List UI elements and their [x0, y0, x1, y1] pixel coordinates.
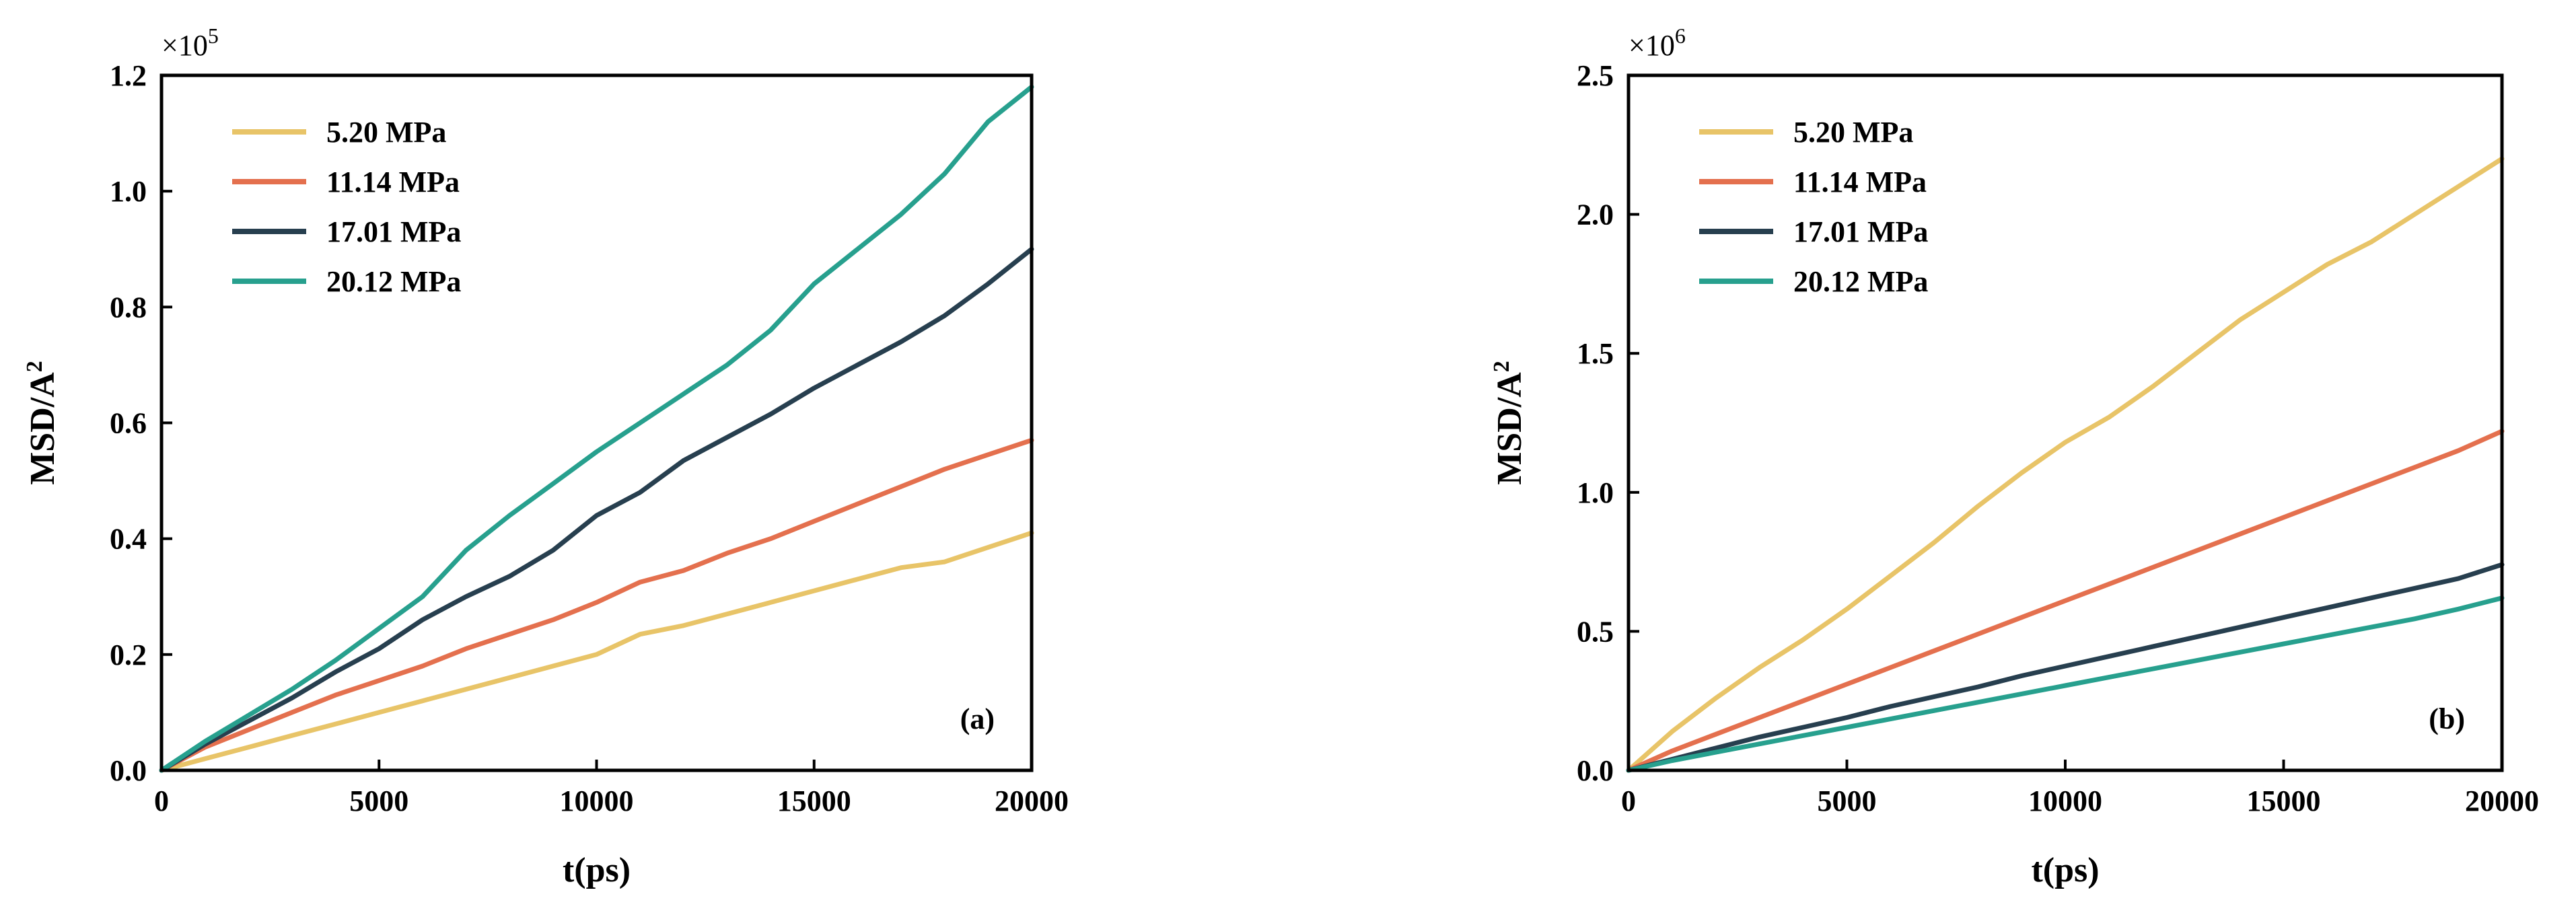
chart-a-xtick-label: 10000 — [560, 784, 634, 817]
chart-a-legend-label-4: 20.12 MPa — [326, 265, 461, 298]
chart-a-y-axis-label: MSD/A2 — [22, 361, 63, 485]
chart-b-series-2-line — [1626, 429, 2505, 773]
chart-a-xtick-label: 0 — [154, 784, 169, 817]
chart-b-ytick-label: 1.5 — [1577, 337, 1614, 370]
chart-b-ytick-label: 2.0 — [1577, 198, 1614, 231]
chart-a-legend-label-3: 17.01 MPa — [326, 215, 461, 248]
chart-a-legend-label-2: 11.14 MPa — [326, 166, 460, 198]
chart-a-series-2-line — [159, 437, 1034, 773]
chart-b: 0 5000 10000 15000 20000 0.0 0.5 1.0 1.5 2.0 2.5 ×1… — [1489, 24, 2540, 889]
chart-b-series-1-line — [1626, 156, 2505, 773]
chart-b-legend-label-4: 20.12 MPa — [1793, 265, 1928, 298]
chart-b-ytick-label: 2.5 — [1577, 59, 1614, 92]
chart-a: 0 5000 10000 15000 20000 0.0 0.2 0.4 0.6 0.8 1.0 1.… — [22, 24, 1069, 889]
chart-b-legend-label-2: 11.14 MPa — [1793, 166, 1927, 198]
chart-a-ytick-label: 0.0 — [110, 754, 147, 787]
chart-b-xtick-label: 10000 — [2028, 784, 2102, 817]
chart-b-series-4-line — [1626, 595, 2505, 773]
chart-a-series-1-line — [159, 530, 1034, 773]
chart-a-ytick-label: 0.8 — [110, 291, 147, 324]
chart-b-series-3-line — [1626, 562, 2505, 773]
chart-b-legend-label-3: 17.01 MPa — [1793, 215, 1928, 248]
chart-b-legend-label-1: 5.20 MPa — [1793, 116, 1913, 149]
chart-a-xtick-label: 20000 — [995, 784, 1069, 817]
chart-b-xtick-label: 5000 — [1818, 784, 1877, 817]
chart-a-series-3-line — [159, 246, 1034, 773]
chart-a-xtick-label: 5000 — [349, 784, 408, 817]
chart-a-axis-multiplier: ×105 — [162, 24, 219, 62]
chart-a-xtick-label: 15000 — [777, 784, 851, 817]
chart-a-x-axis-label: t(ps) — [563, 851, 631, 889]
chart-a-ytick-label: 0.2 — [110, 638, 147, 671]
chart-b-x-axis-label: t(ps) — [2031, 851, 2099, 889]
chart-b-axis-multiplier: ×106 — [1629, 24, 1686, 62]
chart-b-y-axis-label: MSD/A2 — [1489, 361, 1530, 485]
chart-a-ytick-label: 0.4 — [110, 523, 147, 556]
chart-a-ytick-label: 1.2 — [110, 59, 147, 92]
chart-a-ytick-label: 1.0 — [110, 175, 147, 208]
chart-b-xtick-label: 20000 — [2465, 784, 2539, 817]
chart-b-ytick-label: 0.0 — [1577, 754, 1614, 787]
chart-b-panel-label: (b) — [2429, 702, 2465, 735]
chart-a-panel-label: (a) — [960, 702, 995, 735]
chart-a-ytick-label: 0.6 — [110, 407, 147, 440]
chart-a-legend-label-1: 5.20 MPa — [326, 116, 446, 149]
chart-b-ytick-label: 1.0 — [1577, 476, 1614, 509]
chart-b-xtick-label: 15000 — [2247, 784, 2321, 817]
chart-b-ytick-label: 0.5 — [1577, 615, 1614, 648]
chart-b-xtick-label: 0 — [1621, 784, 1636, 817]
chart-a-series-4-line — [159, 84, 1034, 773]
